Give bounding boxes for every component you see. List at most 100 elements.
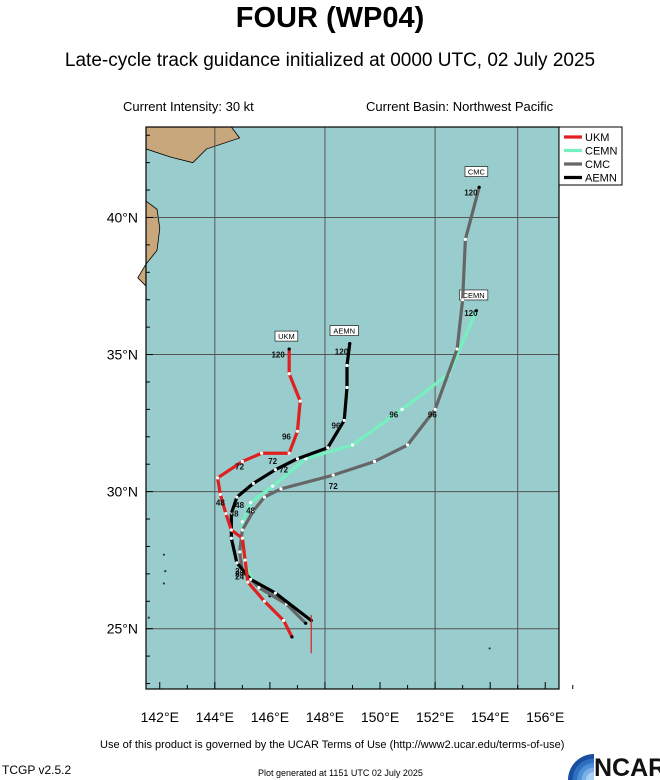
legend-label-cemn: CEMN	[585, 146, 617, 158]
model-tag-label: CEMN	[463, 291, 485, 300]
track-point	[405, 443, 410, 447]
track-point	[461, 298, 465, 302]
forecast-hour-label: 120	[464, 189, 478, 198]
lon-tick-label: 154°E	[471, 709, 509, 725]
track-point	[246, 580, 250, 584]
lat-tick-label: 40°N	[107, 209, 138, 225]
track-point	[224, 511, 228, 516]
track-point	[240, 528, 244, 532]
track-point	[282, 618, 286, 623]
track-point	[433, 407, 437, 411]
model-tag-box	[274, 330, 299, 342]
lon-tick-label: 142°E	[141, 709, 179, 725]
model-tag-label: CMC	[468, 168, 486, 177]
model-tag-box	[329, 325, 359, 336]
forecast-hour-label: 24	[235, 567, 244, 576]
ncar-logo-text: NCAR	[594, 754, 660, 780]
lon-tick-label: 150°E	[361, 709, 399, 725]
track-point	[249, 577, 253, 581]
island	[162, 582, 165, 585]
generated-timestamp: Plot generated at 1151 UTC 02 July 2025	[258, 768, 423, 778]
hokkaido-land	[145, 126, 241, 164]
track-point	[295, 457, 300, 461]
version-label: TCGP v2.5.2	[2, 763, 72, 777]
forecast-hour-label: 96	[332, 422, 341, 431]
forecast-hour-label: 96	[389, 411, 398, 420]
track-point	[235, 495, 239, 499]
lon-tick-label: 156°E	[526, 709, 564, 725]
forecast-hour-label: 24	[235, 572, 244, 581]
chart-subtitle: Late-cycle track guidance initialized at…	[64, 50, 596, 71]
current-intensity: Current Intensity: 30 kt	[123, 99, 254, 114]
forecast-hour-label: 120	[464, 309, 478, 318]
track-point	[262, 495, 266, 499]
track-point	[273, 468, 278, 472]
track-point	[455, 347, 459, 351]
track-point	[240, 520, 244, 524]
track-point	[262, 599, 266, 603]
island	[488, 647, 491, 650]
track-point	[304, 621, 308, 625]
track-ukm: 48 72 96 120 UKM	[215, 330, 302, 639]
lon-tick-label: 146°E	[251, 709, 289, 725]
track-point	[295, 429, 300, 433]
forecast-hour-label: 72	[235, 463, 244, 472]
track-point	[290, 635, 294, 639]
model-tag-box	[464, 166, 489, 177]
legend-label-cmc: CMC	[585, 159, 610, 171]
lon-tick-label: 152°E	[416, 709, 454, 725]
track-point	[249, 500, 253, 505]
track-point	[342, 418, 346, 422]
track-point	[229, 536, 233, 540]
track-point	[215, 476, 220, 480]
ncar-logo: NCAR	[568, 754, 660, 780]
track-point	[477, 185, 481, 189]
lat-tick-label: 30°N	[107, 484, 138, 500]
track-point	[287, 372, 291, 376]
forecast-hour-label: 72	[279, 465, 288, 474]
track-point	[251, 481, 255, 485]
lat-tick-label: 35°N	[107, 347, 138, 363]
lon-tick-label: 144°E	[196, 709, 234, 725]
terms-of-use: Use of this product is governed by the U…	[100, 739, 565, 751]
track-point	[400, 407, 404, 411]
model-tag-label: UKM	[278, 332, 295, 341]
current-basin: Current Basin: Northwest Pacific	[366, 99, 554, 114]
island	[162, 553, 165, 556]
track-point	[345, 363, 349, 368]
island	[147, 616, 150, 619]
forecast-hour-label: 48	[216, 498, 225, 507]
track-point	[273, 591, 278, 595]
track-point	[331, 473, 335, 477]
legend-label-ukm: UKM	[585, 132, 609, 144]
track-point	[229, 511, 233, 516]
forecast-hour-label: 24	[235, 570, 244, 579]
ncar-logo-mark	[568, 754, 594, 780]
track-point	[218, 492, 222, 496]
forecast-hour-label: 72	[329, 482, 338, 491]
track-point	[243, 558, 247, 562]
model-tag-label: AEMN	[333, 327, 355, 336]
ocean-background	[146, 127, 559, 689]
track-point	[235, 561, 239, 565]
forecast-hour-label: 96	[282, 433, 291, 442]
track-point	[238, 550, 242, 554]
chart-title: FOUR (WP04)	[235, 2, 425, 34]
land-areas	[137, 126, 491, 650]
forecast-hour-label: 48	[235, 501, 244, 510]
track-point	[298, 399, 302, 403]
lon-tick-label: 148°E	[306, 709, 344, 725]
track-point	[287, 347, 291, 351]
track-point	[350, 443, 355, 447]
track-point	[463, 237, 467, 241]
track-point	[257, 585, 261, 590]
forecast-hour-label: 120	[271, 350, 285, 359]
island	[164, 570, 167, 573]
track-point	[271, 484, 275, 488]
forecast-hour-label: 72	[268, 457, 277, 466]
track-point	[260, 451, 264, 455]
lat-tick-label: 25°N	[107, 621, 138, 637]
track-point	[372, 459, 377, 464]
track-point	[240, 536, 244, 540]
